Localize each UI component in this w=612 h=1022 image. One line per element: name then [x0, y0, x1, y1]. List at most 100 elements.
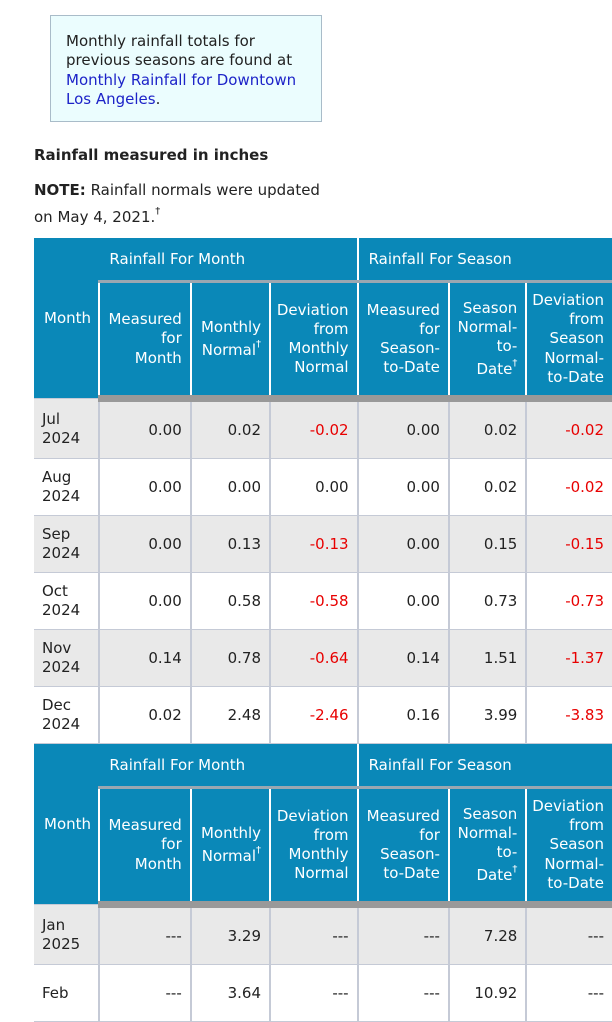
value-cell: -0.15 [525, 515, 612, 573]
value-cell: 0.02 [189, 398, 271, 459]
column-header-line: Season [549, 835, 604, 854]
value-cell: 0.00 [269, 458, 358, 516]
column-header-line: to- [496, 337, 518, 355]
value-cell: 3.99 [447, 686, 527, 744]
value-cell: 0.00 [98, 458, 191, 516]
month-header: Month [34, 743, 100, 905]
column-header-line: Normal [201, 341, 257, 359]
note-label: NOTE: [34, 181, 86, 199]
value-cell: --- [269, 964, 358, 1022]
column-header-line: Date [476, 360, 513, 379]
column-header-line: Season [549, 329, 604, 348]
value-cell: -0.58 [269, 572, 358, 630]
value-cell: --- [98, 904, 191, 965]
column-header-dagger: † [256, 339, 262, 350]
column-header-line: to- [496, 843, 518, 861]
note-dagger: † [155, 206, 161, 217]
value-cell: 0.16 [356, 686, 449, 744]
table-row: Aug 2024 0.00 0.00 0.00 0.00 0.02 -0.02 [34, 458, 612, 516]
month-year: 2024 [42, 428, 81, 447]
column-header-line: Normal [294, 358, 349, 377]
section-heading: Rainfall measured in inches [34, 146, 269, 164]
rainfall-table: Month Rainfall For Month Rainfall For Seas… [34, 238, 612, 1022]
group-header-season: Rainfall For Season [356, 238, 612, 283]
column-header-line: for [161, 835, 182, 854]
column-header-line: Season [462, 804, 518, 823]
table-row: Sep 2024 0.00 0.13 -0.13 0.00 0.15 -0.15 [34, 515, 612, 573]
note-text: Rainfall normals were updated on May 4, … [34, 181, 320, 226]
column-header-line: for [161, 329, 182, 348]
value-cell: -3.83 [525, 686, 612, 744]
month-name: Sep [42, 525, 71, 543]
value-cell: -2.46 [269, 686, 358, 744]
month-name: Nov [42, 639, 72, 657]
column-header-line: Normal- [457, 317, 518, 336]
month-cell: Jul 2024 [34, 398, 100, 459]
value-cell: 0.78 [189, 629, 271, 687]
column-header-line: Month [134, 348, 182, 367]
table-row: Dec 2024 0.02 2.48 -2.46 0.16 3.99 -3.83 [34, 686, 612, 744]
value-cell: 10.92 [447, 964, 527, 1022]
table-row: Nov 2024 0.14 0.78 -0.64 0.14 1.51 -1.37 [34, 629, 612, 687]
column-header-line: Month [134, 854, 182, 873]
column-header-line: Deviation [532, 796, 604, 815]
column-header-line: Monthly [288, 339, 349, 357]
column-header-line: to-Date [383, 358, 440, 377]
seasons-info-box: Monthly rainfall totals for previous sea… [50, 15, 322, 122]
value-cell: 0.02 [98, 686, 191, 744]
value-cell: 0.00 [356, 458, 449, 516]
value-cell: 1.51 [447, 629, 527, 687]
table-row: Feb --- 3.64 --- --- 10.92 --- [34, 964, 612, 1022]
value-cell: --- [356, 904, 449, 965]
value-cell: -0.73 [525, 572, 612, 630]
info-period: . [155, 89, 161, 108]
column-header: Measured for Month [98, 787, 191, 908]
month-cell: Sep 2024 [34, 515, 100, 573]
month-header: Month [34, 238, 100, 399]
header-group-row: Month Rainfall For Month Rainfall For Seas… [34, 238, 612, 399]
month-cell: Feb [34, 964, 100, 1022]
group-header-month: Rainfall For Month [99, 743, 358, 789]
value-cell: 0.14 [356, 629, 449, 687]
value-cell: --- [98, 964, 191, 1022]
column-header: Deviation from Season Normal-to-Date [525, 787, 612, 908]
column-header-line: Deviation [276, 806, 349, 825]
group-header-month: Rainfall For Month [99, 238, 358, 283]
table-row: Jan 2025 --- 3.29 --- --- 7.28 --- [34, 904, 612, 965]
column-header-dagger: † [256, 845, 262, 856]
column-header-line: from [313, 825, 349, 844]
header-column-row: Measured for Month Monthly Normal† Deviation f… [34, 787, 612, 908]
month-year: 2024 [42, 544, 81, 562]
normals-note: NOTE: Rainfall normals were updated on M… [34, 179, 324, 229]
month-name: Dec [42, 696, 72, 714]
value-cell: 0.02 [447, 458, 527, 516]
value-cell: 0.00 [98, 398, 191, 459]
column-header-line: Measured [366, 300, 440, 319]
column-header-line: to-Date [383, 864, 440, 883]
value-cell: --- [525, 964, 612, 1022]
value-cell: 0.15 [447, 515, 527, 573]
column-header-line: Normal [201, 847, 257, 865]
month-cell: Aug 2024 [34, 458, 100, 516]
monthly-rainfall-link[interactable]: Monthly Rainfall for Downtown Los Angele… [66, 70, 297, 108]
value-cell: 0.73 [447, 572, 527, 630]
column-header: Monthly Normal† [189, 281, 271, 402]
value-cell: --- [525, 904, 612, 965]
group-header-season: Rainfall For Season [356, 743, 612, 789]
column-header-dagger: † [512, 358, 518, 370]
column-header: Deviation from Monthly Normal [269, 787, 358, 908]
column-header: Deviation from Season Normal-to-Date [525, 281, 612, 402]
column-header-line: Normal- [544, 854, 604, 873]
value-cell: 0.00 [98, 572, 191, 630]
column-header-line: Season [462, 298, 518, 317]
column-header-line: for [419, 825, 440, 844]
value-cell: 0.00 [189, 458, 271, 516]
table-row: Oct 2024 0.00 0.58 -0.58 0.00 0.73 -0.73 [34, 572, 612, 630]
value-cell: -0.64 [269, 629, 358, 687]
value-cell: 0.00 [356, 572, 449, 630]
column-header-line: for [419, 319, 440, 338]
column-header-line: Monthly [200, 317, 262, 336]
column-header-line: from [569, 310, 604, 329]
column-header-line: Deviation [276, 300, 349, 319]
value-cell: 0.13 [189, 515, 271, 573]
